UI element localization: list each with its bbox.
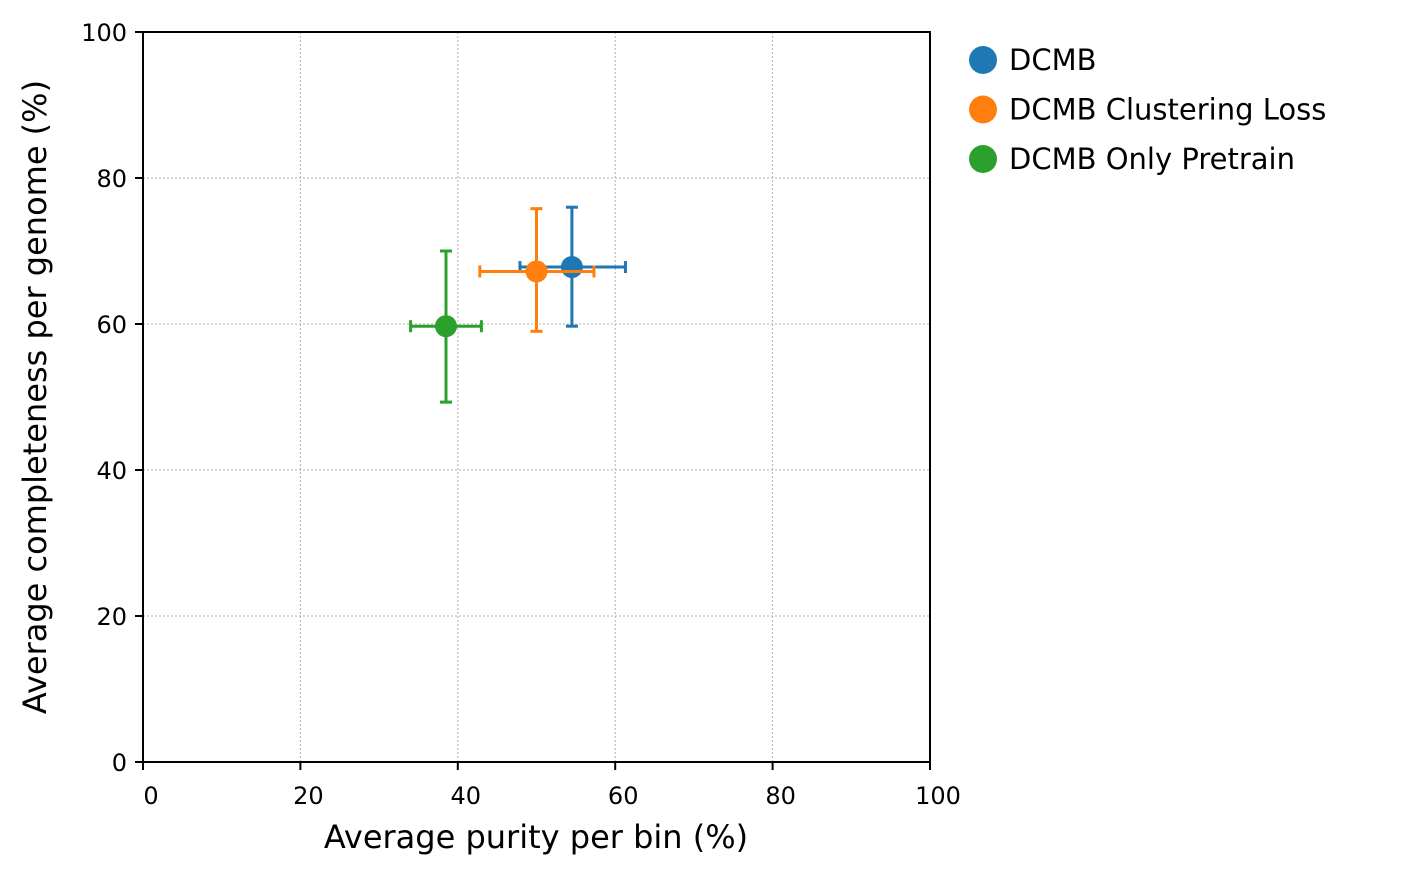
plot-frame (142, 31, 931, 763)
legend-label: DCMB Only Pretrain (1009, 142, 1295, 176)
x-tick-label: 20 (293, 782, 324, 810)
x-axis-title: Average purity per bin (%) (324, 818, 748, 856)
series-group (478, 207, 596, 333)
legend-label: DCMB Clustering Loss (1009, 93, 1326, 127)
legend: DCMB DCMB Clustering Loss DCMB Only Pretra… (969, 43, 1326, 176)
y-axis-ticks: 0 20 40 60 80 100 (81, 19, 143, 777)
y-tick-label: 80 (96, 165, 127, 193)
y-axis-title: Average completeness per genome (%) (16, 80, 54, 714)
x-tick-label: 100 (915, 782, 961, 810)
y-tick-label: 60 (96, 311, 127, 339)
series-group (409, 249, 483, 404)
x-tick-label: 0 (143, 782, 158, 810)
legend-marker (969, 46, 997, 74)
x-tick-label: 80 (765, 782, 796, 810)
grid (143, 32, 930, 762)
x-tick-label: 40 (451, 782, 482, 810)
x-axis-ticks: 0 20 40 60 80 100 (142, 762, 961, 810)
y-tick-label: 20 (96, 603, 127, 631)
data-point (434, 315, 457, 338)
data-point (525, 260, 548, 283)
series-layer (409, 205, 627, 404)
y-tick-label: 100 (81, 19, 127, 47)
legend-marker (969, 95, 997, 124)
legend-marker (969, 145, 997, 173)
y-tick-label: 40 (96, 457, 127, 485)
x-tick-label: 60 (608, 782, 639, 810)
data-point (560, 256, 583, 279)
y-tick-label: 0 (112, 749, 127, 777)
legend-label: DCMB (1009, 43, 1097, 77)
